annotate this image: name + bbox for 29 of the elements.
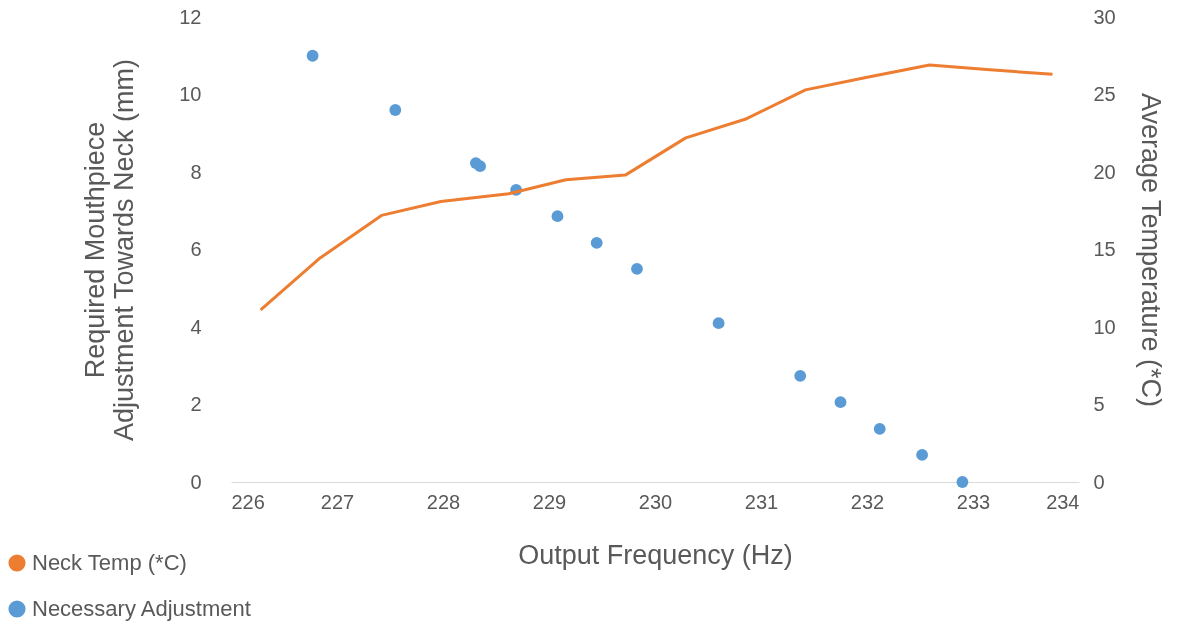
- x-tick-label: 230: [638, 490, 673, 513]
- y-tick-label: 0: [190, 470, 202, 493]
- y2-tick-label: 5: [1093, 393, 1105, 415]
- x-tick-label: 227: [320, 490, 355, 513]
- y-tick-label: 8: [190, 160, 202, 183]
- legend-label: Neck Temp (*C): [32, 550, 187, 575]
- x-tick-label: 226: [231, 490, 265, 513]
- y2-tick-label: 30: [1093, 5, 1116, 28]
- y2-tick-label: 15: [1093, 238, 1116, 260]
- line-series: [259, 63, 1054, 312]
- x-tick-label: 234: [1046, 490, 1080, 513]
- x-tick-label: 232: [850, 490, 885, 513]
- x-axis-title: Output Frequency (Hz): [518, 539, 793, 570]
- y-tick-label: 10: [179, 83, 202, 105]
- legend-label: Necessary Adjustment: [32, 596, 251, 621]
- y-tick-label: 2: [190, 393, 202, 415]
- y2-tick-label: 25: [1093, 83, 1116, 105]
- y-tick-label: 12: [179, 5, 202, 28]
- y-tick-label: 4: [190, 315, 202, 338]
- y2-tick-label: 20: [1093, 160, 1116, 183]
- x-tick-label: 233: [956, 490, 991, 513]
- y2-tick-label: 10: [1093, 315, 1116, 338]
- x-tick-label: 228: [426, 490, 461, 513]
- y2-axis-title: Average Temperature (*C): [1135, 92, 1166, 408]
- y-axis-title: Required Mouthpiece Adjustment Towards Neck (mm): [80, 58, 140, 442]
- y-tick-label: 6: [190, 238, 202, 260]
- y2-tick-label: 0: [1093, 470, 1105, 493]
- x-tick-label: 231: [744, 490, 779, 513]
- x-tick-label: 229: [532, 490, 567, 513]
